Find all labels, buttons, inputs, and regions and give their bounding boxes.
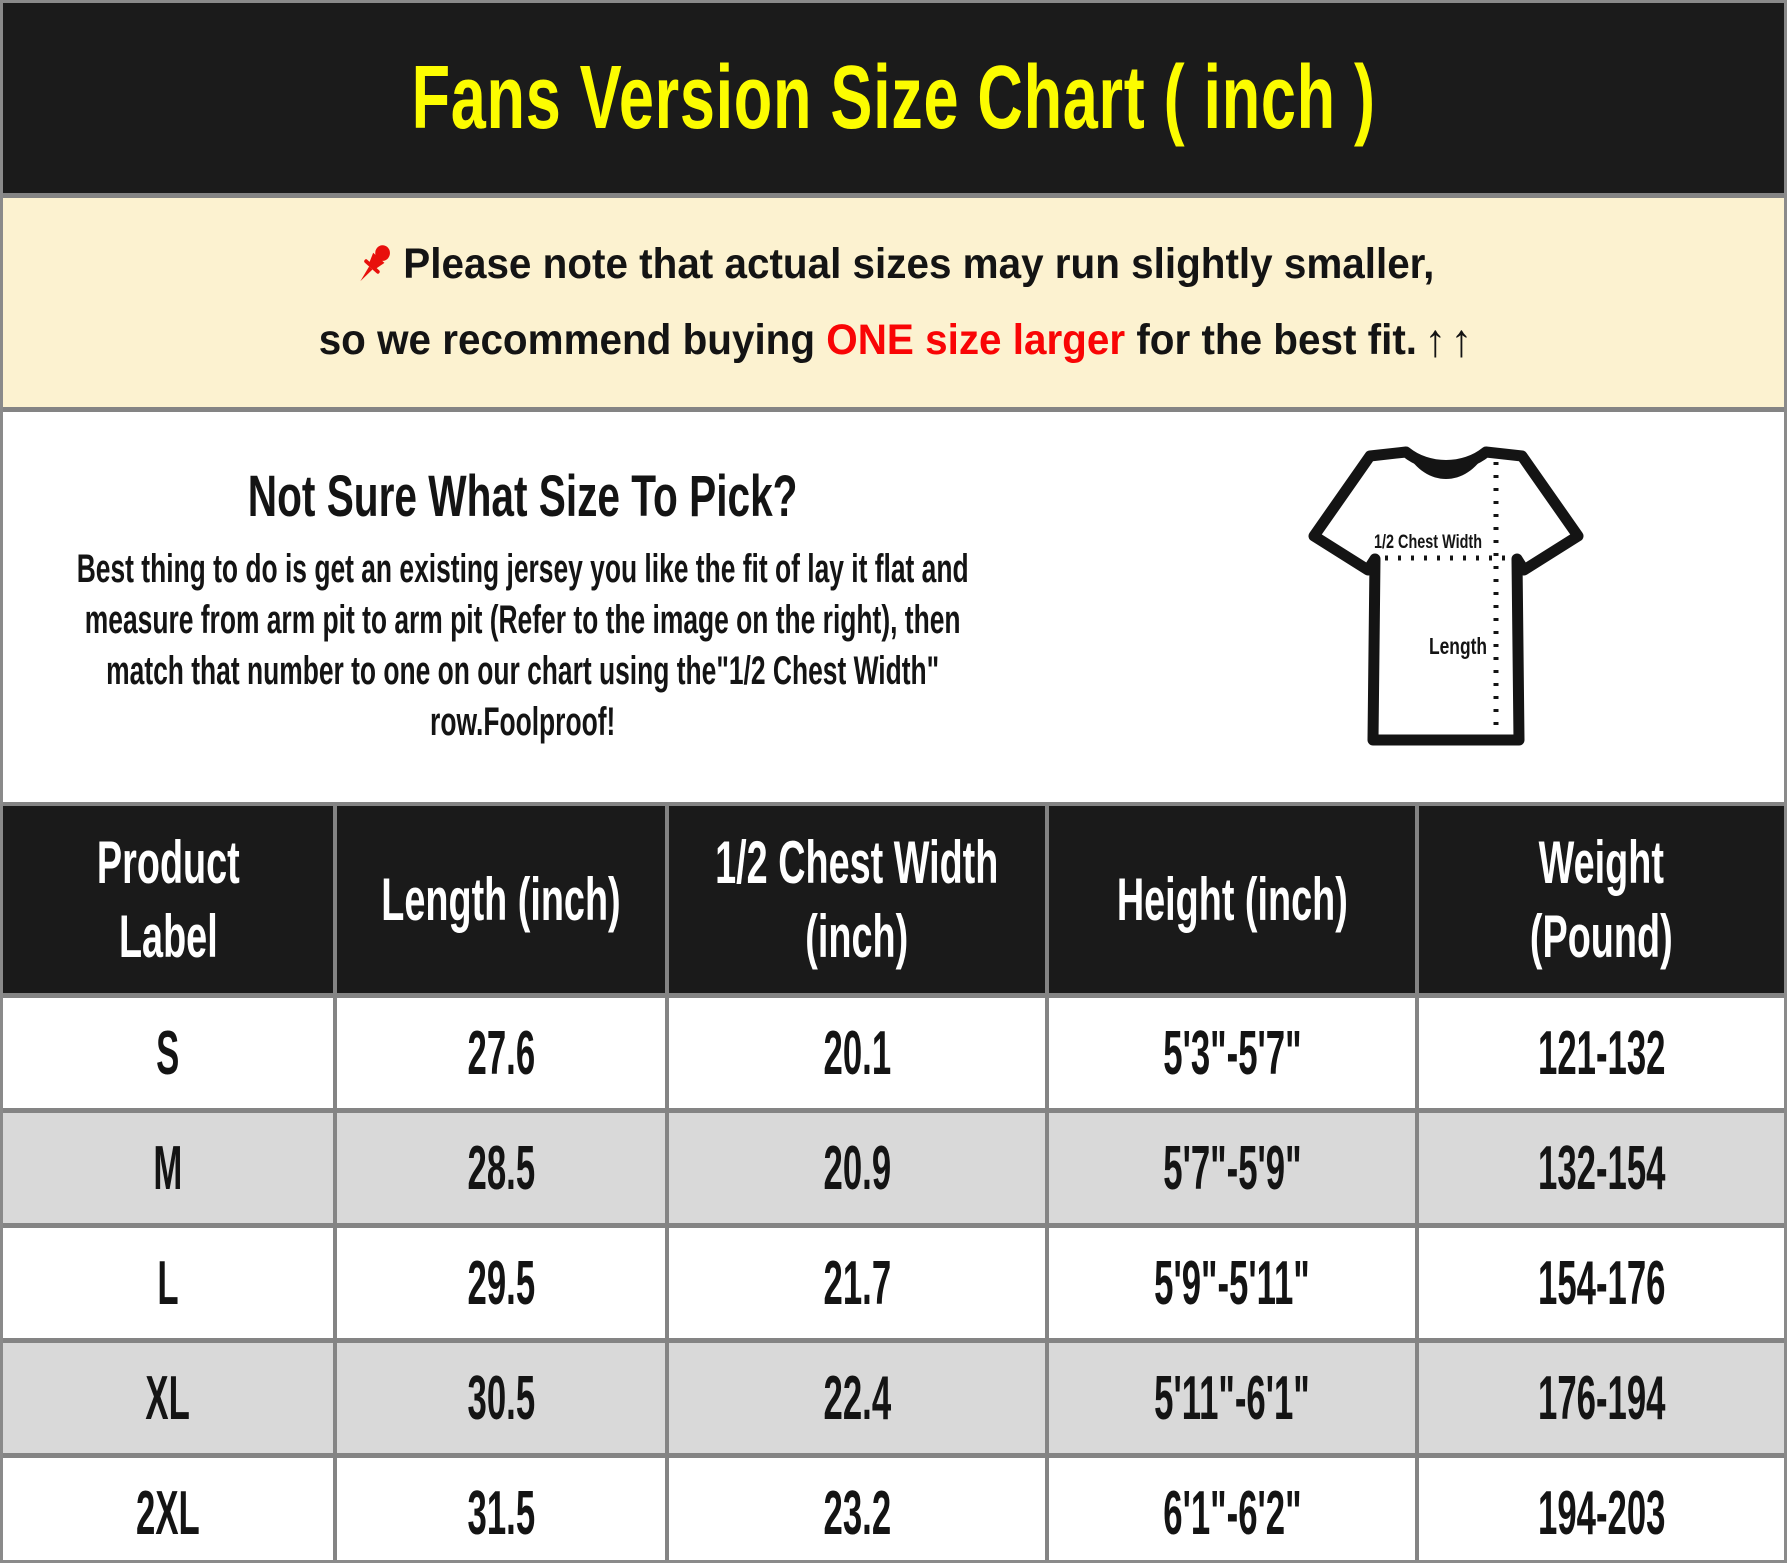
cell-xl-chest: 22.4 bbox=[669, 1343, 1045, 1453]
value-s-weight: 121-132 bbox=[1537, 1018, 1666, 1088]
cell-m-length: 28.5 bbox=[337, 1113, 665, 1223]
cell-l-label: L bbox=[3, 1228, 333, 1338]
value-m-weight: 132-154 bbox=[1537, 1133, 1666, 1203]
value-xl-weight: 176-194 bbox=[1537, 1363, 1666, 1433]
sizing-guide-text: Not Sure What Size To Pick? Best thing t… bbox=[3, 466, 1043, 748]
pushpin-icon bbox=[360, 245, 390, 282]
value-xl-chest: 22.4 bbox=[823, 1363, 891, 1433]
cell-s-label: S bbox=[3, 998, 333, 1108]
value-m-chest: 20.9 bbox=[823, 1133, 891, 1203]
header-text-weight: Weight (Pound) bbox=[1530, 828, 1673, 970]
title-band: Fans Version Size Chart ( inch ) bbox=[3, 3, 1784, 193]
cell-l-length: 29.5 bbox=[337, 1228, 665, 1338]
tshirt-outline bbox=[1308, 446, 1584, 746]
up-arrows-icon: ↑ ↑ bbox=[1424, 314, 1472, 366]
header-text-product-label: Product Label bbox=[96, 828, 240, 970]
sizing-guide-section: Not Sure What Size To Pick? Best thing t… bbox=[3, 412, 1784, 802]
cell-2xl-chest: 23.2 bbox=[669, 1458, 1045, 1560]
value-l-weight: 154-176 bbox=[1537, 1248, 1666, 1318]
value-2xl-height: 6'1"-6'2" bbox=[1162, 1478, 1302, 1548]
header-cell-weight: Weight (Pound) bbox=[1419, 806, 1784, 993]
tshirt-measure-diagram: 1/2 Chest Width Length bbox=[1308, 446, 1584, 746]
header-text-length: Length (inch) bbox=[381, 865, 621, 933]
value-l-height: 5'9"-5'11" bbox=[1154, 1248, 1310, 1318]
notice-text-2-prefix: so we recommend buying bbox=[318, 315, 827, 364]
value-s-chest: 20.1 bbox=[823, 1018, 891, 1088]
guide-heading-line: Not Sure What Size To Pick? bbox=[3, 466, 1043, 528]
value-2xl-chest: 23.2 bbox=[823, 1478, 891, 1548]
length-label: Length bbox=[1429, 633, 1487, 659]
value-2xl-length: 31.5 bbox=[467, 1478, 535, 1548]
cell-2xl-weight: 194-203 bbox=[1419, 1458, 1784, 1560]
value-s-length: 27.6 bbox=[467, 1018, 535, 1088]
notice-text-2-highlight: ONE size larger bbox=[826, 315, 1125, 364]
header-cell-height: Height (inch) bbox=[1049, 806, 1415, 993]
value-xl-label: XL bbox=[145, 1363, 191, 1433]
guide-body-line: Best thing to do is get an existing jers… bbox=[3, 544, 1043, 748]
cell-m-label: M bbox=[3, 1113, 333, 1223]
cell-s-chest: 20.1 bbox=[669, 998, 1045, 1108]
cell-xl-length: 30.5 bbox=[337, 1343, 665, 1453]
notice-line-2: so we recommend buying ONE size larger f… bbox=[3, 302, 1784, 378]
cell-xl-weight: 176-194 bbox=[1419, 1343, 1784, 1453]
value-s-height: 5'3"-5'7" bbox=[1162, 1018, 1302, 1088]
cell-s-length: 27.6 bbox=[337, 998, 665, 1108]
cell-2xl-label: 2XL bbox=[3, 1458, 333, 1560]
value-xl-height: 5'11"-6'1" bbox=[1154, 1363, 1310, 1433]
value-m-length: 28.5 bbox=[467, 1133, 535, 1203]
cell-m-height: 5'7"-5'9" bbox=[1049, 1113, 1415, 1223]
value-2xl-label: 2XL bbox=[136, 1478, 200, 1548]
value-2xl-weight: 194-203 bbox=[1537, 1478, 1666, 1548]
guide-body: Best thing to do is get an existing jers… bbox=[77, 547, 969, 744]
cell-l-chest: 21.7 bbox=[669, 1228, 1045, 1338]
notice-line-1: Please note that actual sizes may run sl… bbox=[3, 226, 1784, 302]
notice-text-1: Please note that actual sizes may run sl… bbox=[403, 239, 1435, 288]
guide-heading: Not Sure What Size To Pick? bbox=[248, 464, 798, 529]
notice-banner: Please note that actual sizes may run sl… bbox=[3, 193, 1784, 412]
tshirt-collar bbox=[1406, 452, 1486, 479]
cell-l-weight: 154-176 bbox=[1419, 1228, 1784, 1338]
header-text-chest-width: 1/2 Chest Width (inch) bbox=[715, 828, 999, 970]
size-table: Product Label Length (inch) 1/2 Chest Wi… bbox=[3, 802, 1784, 1560]
value-l-length: 29.5 bbox=[467, 1248, 535, 1318]
header-text-height: Height (inch) bbox=[1116, 865, 1348, 933]
value-s-label: S bbox=[156, 1018, 180, 1088]
cell-s-weight: 121-132 bbox=[1419, 998, 1784, 1108]
value-l-chest: 21.7 bbox=[823, 1248, 891, 1318]
value-l-label: L bbox=[157, 1248, 179, 1318]
cell-xl-height: 5'11"-6'1" bbox=[1049, 1343, 1415, 1453]
cell-s-height: 5'3"-5'7" bbox=[1049, 998, 1415, 1108]
value-m-height: 5'7"-5'9" bbox=[1162, 1133, 1302, 1203]
header-cell-product-label: Product Label bbox=[3, 806, 333, 993]
cell-2xl-length: 31.5 bbox=[337, 1458, 665, 1560]
value-xl-length: 30.5 bbox=[467, 1363, 535, 1433]
cell-m-weight: 132-154 bbox=[1419, 1113, 1784, 1223]
header-cell-length: Length (inch) bbox=[337, 806, 665, 993]
chest-width-label: 1/2 Chest Width bbox=[1374, 532, 1482, 553]
notice-text-2-suffix: for the best fit. bbox=[1124, 315, 1417, 364]
page-title: Fans Version Size Chart ( inch ) bbox=[411, 47, 1376, 148]
cell-m-chest: 20.9 bbox=[669, 1113, 1045, 1223]
value-m-label: M bbox=[153, 1133, 183, 1203]
cell-xl-label: XL bbox=[3, 1343, 333, 1453]
header-cell-chest-width: 1/2 Chest Width (inch) bbox=[669, 806, 1045, 993]
cell-2xl-height: 6'1"-6'2" bbox=[1049, 1458, 1415, 1560]
cell-l-height: 5'9"-5'11" bbox=[1049, 1228, 1415, 1338]
